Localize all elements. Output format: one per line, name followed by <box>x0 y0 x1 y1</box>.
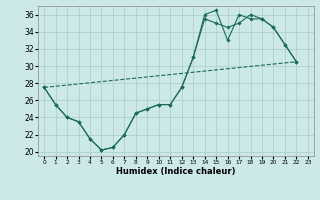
X-axis label: Humidex (Indice chaleur): Humidex (Indice chaleur) <box>116 167 236 176</box>
